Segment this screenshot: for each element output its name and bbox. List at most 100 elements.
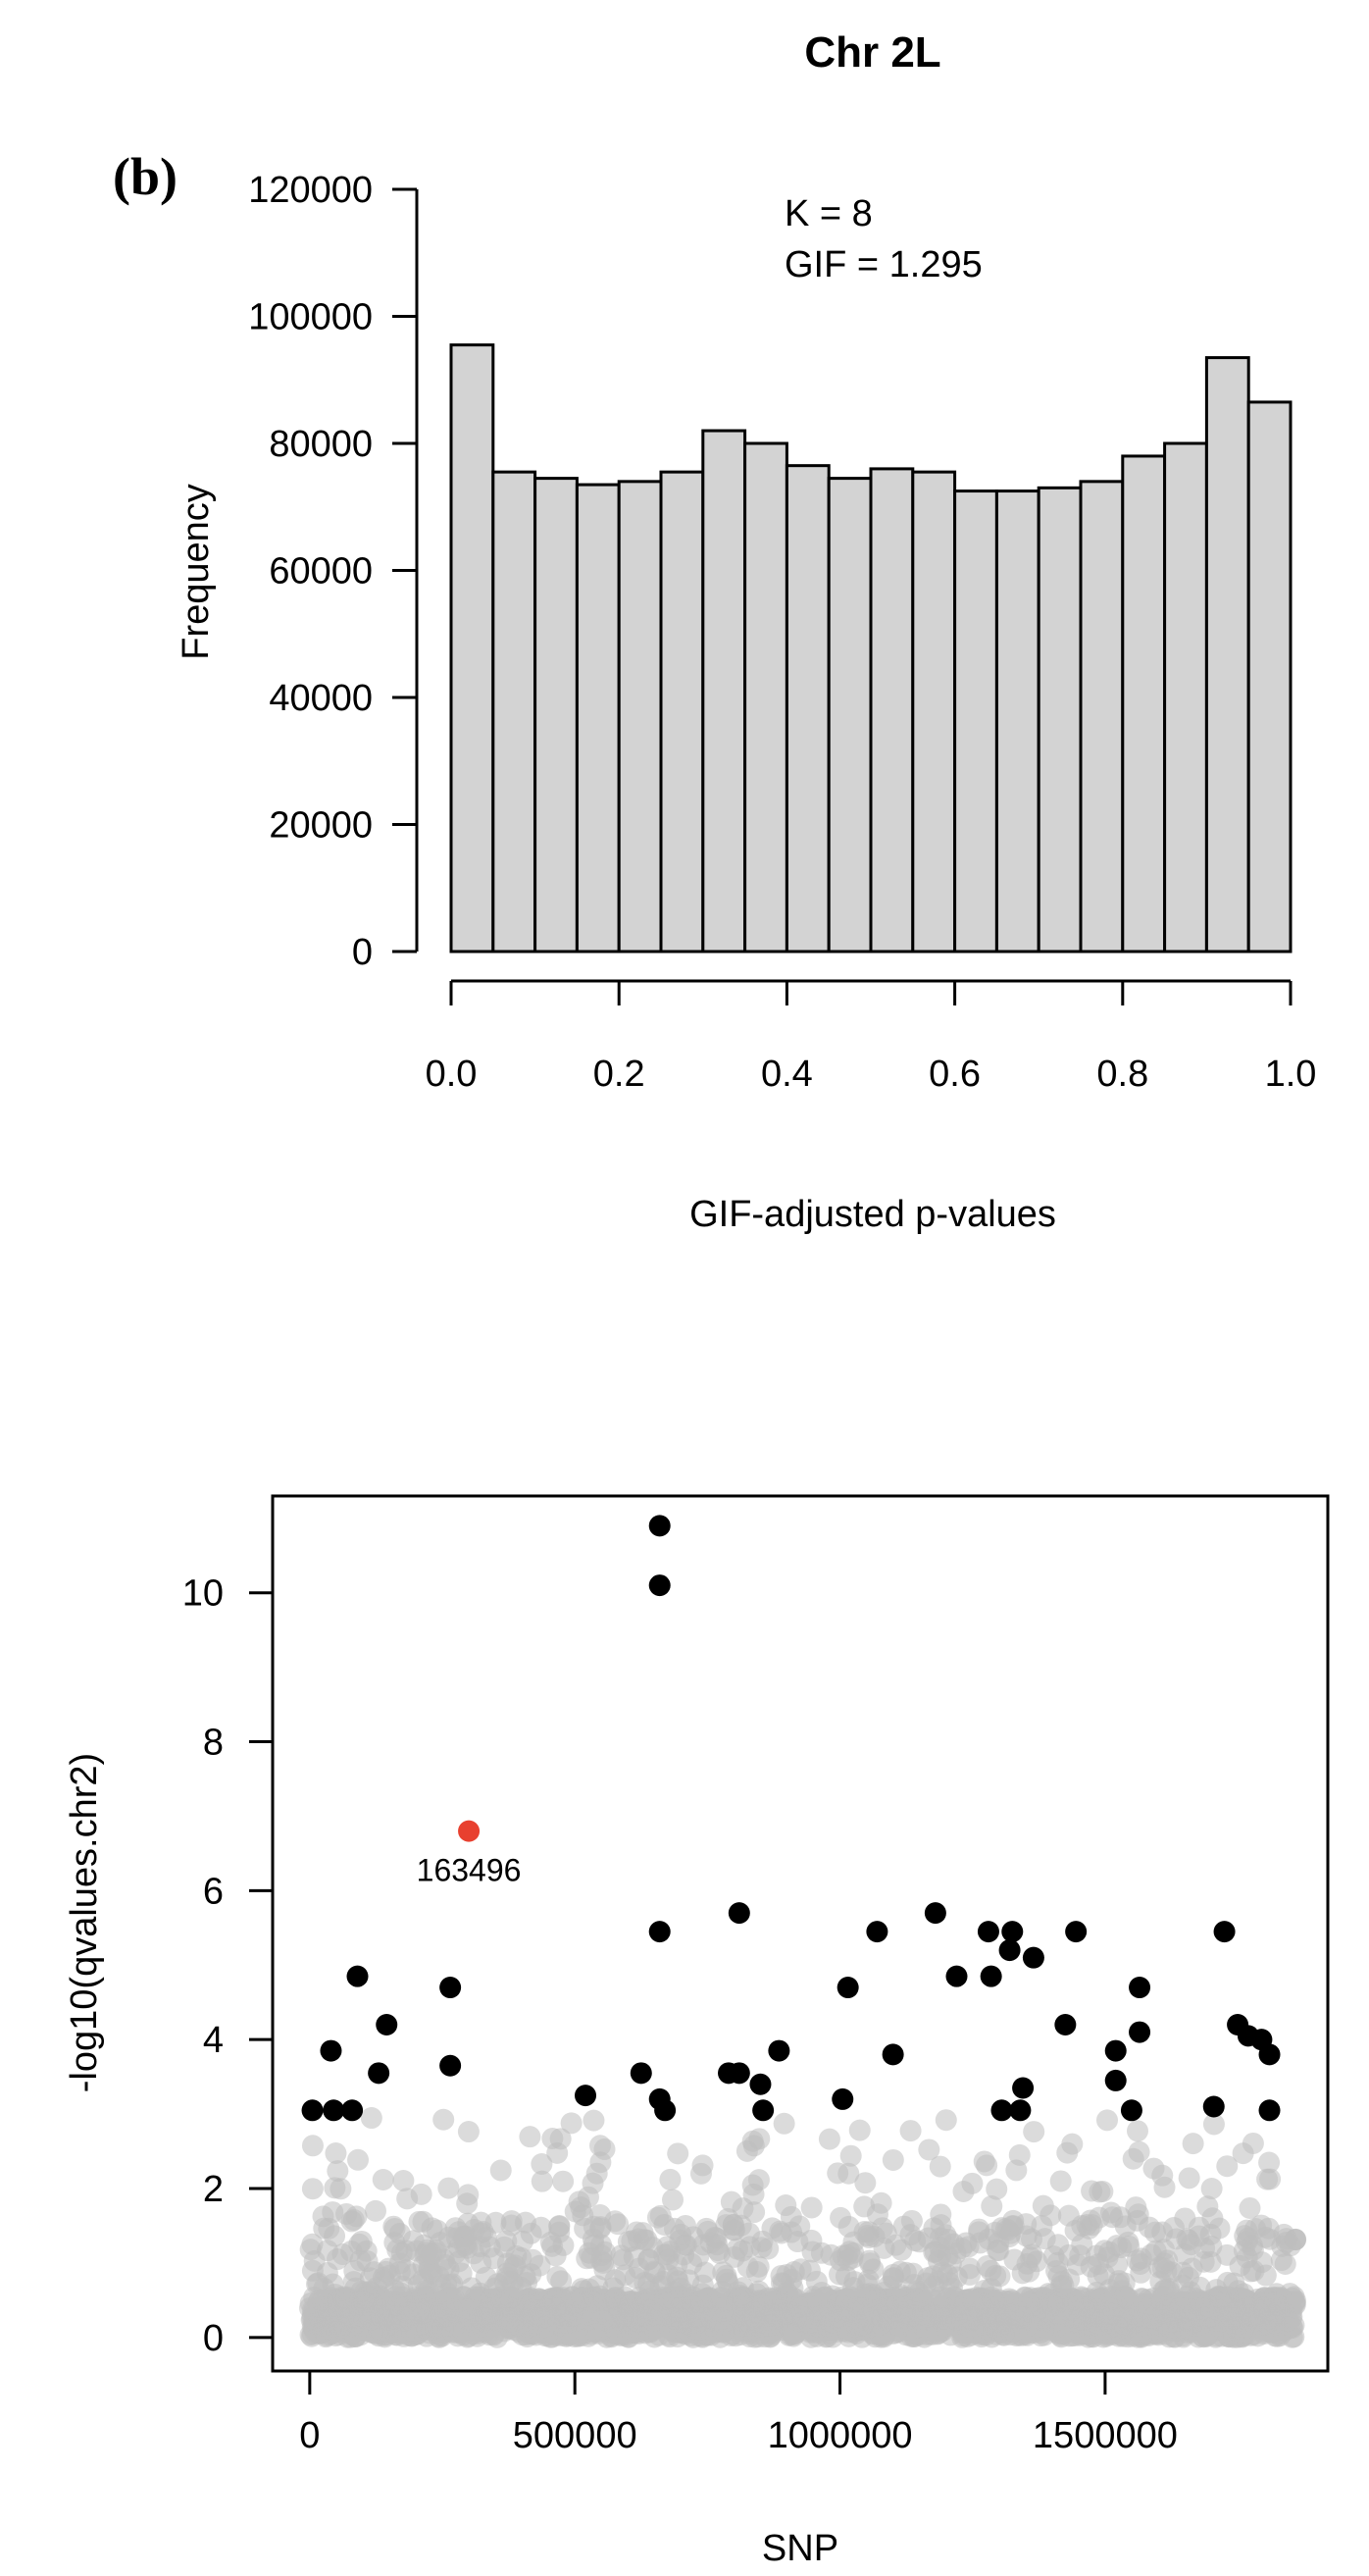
histogram-bar [1246, 400, 1293, 953]
background-point [355, 2240, 378, 2262]
background-point [1064, 2300, 1087, 2323]
background-point [1126, 2120, 1148, 2142]
manhattan-y-axis-label: -log10(qvalues.chr2) [64, 1753, 105, 2092]
histogram-y-tick-label: 20000 [269, 805, 373, 847]
significant-point [1009, 2099, 1032, 2122]
background-point [685, 2317, 708, 2340]
background-point [946, 2292, 969, 2314]
histogram-bar [659, 470, 705, 953]
background-point [899, 2120, 922, 2142]
manhattan-y-tick-label: 6 [203, 1871, 224, 1912]
histogram-y-tick-label: 60000 [269, 551, 373, 592]
background-point [981, 2195, 1003, 2218]
significant-point [323, 2099, 345, 2122]
background-point [310, 2295, 332, 2318]
background-point [696, 2220, 719, 2242]
significant-point [977, 1921, 999, 1943]
histogram-y-tick-label: 80000 [269, 424, 373, 465]
background-point [1049, 2170, 1072, 2192]
significant-point [1120, 2099, 1142, 2122]
histogram-bar [533, 477, 579, 953]
background-point [335, 2202, 358, 2225]
background-point [696, 2288, 719, 2310]
background-point [304, 2322, 327, 2344]
background-point [480, 2288, 502, 2310]
significant-point [990, 2099, 1013, 2122]
background-point [1125, 2196, 1147, 2219]
background-point [672, 2296, 694, 2319]
significant-point [301, 2099, 324, 2122]
background-point [364, 2199, 386, 2222]
significant-point [1129, 1977, 1151, 1999]
background-point [1258, 2151, 1281, 2174]
background-point [667, 2142, 689, 2165]
background-point [968, 2218, 990, 2241]
background-point [851, 2314, 874, 2337]
background-point [821, 2311, 843, 2334]
background-point [1200, 2236, 1223, 2258]
background-point [1202, 2113, 1225, 2136]
background-point [501, 2310, 524, 2333]
background-point [1174, 2243, 1196, 2266]
manhattan-plot-frame [271, 1494, 1330, 2373]
background-point [976, 2255, 998, 2278]
background-point [1239, 2196, 1261, 2219]
background-point [1200, 2178, 1223, 2200]
background-point [670, 2223, 692, 2245]
background-point [485, 2326, 508, 2348]
background-point [633, 2304, 655, 2327]
significant-point [439, 1977, 462, 1999]
background-point [750, 2316, 773, 2339]
background-point [1015, 2225, 1038, 2247]
significant-point [1065, 1921, 1088, 1943]
background-point [736, 2255, 759, 2278]
background-point [1178, 2167, 1200, 2190]
background-point [1142, 2287, 1165, 2309]
background-point [332, 2287, 355, 2309]
background-point [549, 2128, 572, 2150]
background-point [929, 2155, 951, 2178]
significant-point [439, 2054, 462, 2077]
significant-point [980, 1965, 1002, 1987]
background-point [1037, 2292, 1059, 2314]
panel-label: (b) [113, 147, 177, 206]
background-point [743, 2201, 766, 2224]
background-point [1081, 2214, 1103, 2237]
manhattan-y-tick-label: 8 [203, 1723, 224, 1764]
histogram-annotation-k: K = 8 [785, 193, 873, 234]
background-point [1122, 2147, 1144, 2170]
background-point [1234, 2297, 1256, 2320]
manhattan-x-tick-label: 1500000 [1033, 2415, 1178, 2456]
background-point [463, 2218, 485, 2241]
background-point [647, 2293, 670, 2316]
significant-point [648, 1515, 671, 1537]
histogram-y-axis: 0 20000 40000 60000 80000 100000 120000 [248, 170, 419, 973]
significant-point [376, 2013, 398, 2035]
histogram-bar [1163, 441, 1208, 953]
background-point [593, 2138, 616, 2160]
background-point [316, 2240, 338, 2262]
manhattan-x-axis: 0 500000 1000000 1500000 [299, 2371, 1178, 2456]
background-point [1057, 2204, 1080, 2227]
background-point [1109, 2206, 1132, 2229]
background-point [396, 2188, 419, 2210]
background-point [820, 2243, 842, 2266]
histogram-bar [869, 467, 915, 953]
background-point [456, 2192, 479, 2215]
background-point [570, 2196, 592, 2219]
histogram-y-axis-label: Frequency [176, 484, 217, 660]
background-point [942, 2314, 965, 2337]
background-point [715, 2264, 737, 2287]
background-point [939, 2252, 962, 2275]
background-point [565, 2294, 587, 2317]
significant-point [1104, 2039, 1127, 2062]
significant-point [768, 2039, 790, 2062]
background-point [738, 2236, 761, 2258]
background-point [1285, 2228, 1307, 2250]
background-point [500, 2214, 523, 2237]
background-point [413, 2300, 435, 2323]
histogram-bar [911, 470, 957, 953]
background-point [1056, 2141, 1079, 2164]
background-point [724, 2219, 746, 2241]
background-point [958, 2257, 981, 2280]
